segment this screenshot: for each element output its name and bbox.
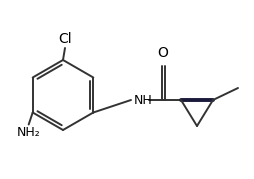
Text: NH₂: NH₂ [17,127,41,139]
Text: NH: NH [134,93,153,107]
Text: O: O [157,46,168,60]
Text: Cl: Cl [58,32,72,46]
